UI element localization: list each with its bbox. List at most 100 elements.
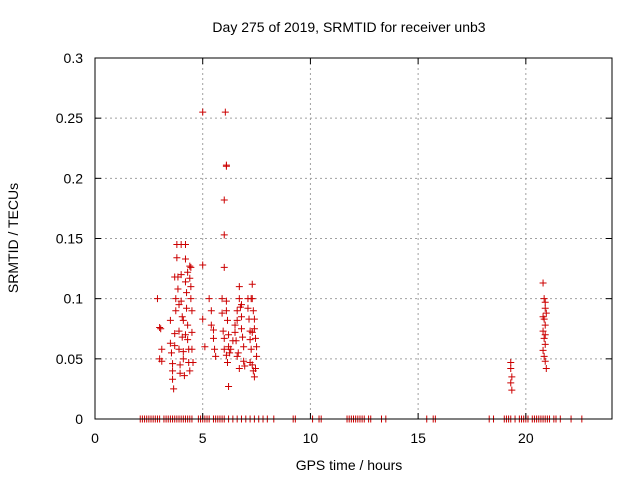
- data-point: [246, 336, 254, 344]
- data-point: [181, 255, 189, 263]
- x-tick-label: 5: [199, 430, 207, 446]
- data-point: [171, 273, 179, 281]
- data-point: [233, 307, 241, 315]
- data-point: [542, 309, 550, 317]
- data-point: [171, 330, 179, 338]
- data-point: [170, 385, 178, 393]
- data-point: [250, 325, 258, 333]
- data-point: [232, 337, 240, 345]
- data-point: [153, 295, 161, 303]
- data-point: [508, 386, 516, 394]
- data-point: [541, 357, 549, 365]
- data-point: [248, 280, 256, 288]
- data-point: [187, 295, 195, 303]
- data-point: [158, 345, 166, 353]
- data-point: [179, 348, 187, 356]
- data-point: [249, 307, 257, 315]
- data-point: [174, 285, 182, 293]
- data-point: [177, 297, 185, 305]
- data-point: [175, 301, 183, 309]
- data-point: [541, 298, 549, 306]
- data-point: [167, 349, 175, 357]
- data-point: [542, 364, 550, 372]
- data-point: [222, 307, 230, 315]
- data-point: [218, 309, 226, 317]
- data-point: [540, 334, 548, 342]
- data-point: [223, 316, 231, 324]
- data-point: [178, 313, 186, 321]
- data-point: [186, 274, 194, 282]
- data-point: [172, 307, 180, 315]
- data-point: [507, 358, 515, 366]
- x-tick-label: 0: [91, 430, 99, 446]
- data-point: [181, 331, 189, 339]
- data-point: [179, 316, 187, 324]
- data-point: [240, 357, 248, 365]
- data-point: [234, 349, 242, 357]
- data-point: [184, 268, 192, 276]
- data-point: [158, 357, 166, 365]
- data-point: [541, 321, 549, 329]
- data-point: [169, 375, 177, 383]
- data-point: [220, 231, 228, 239]
- data-point: [179, 355, 187, 363]
- data-point: [187, 263, 195, 271]
- data-point: [199, 315, 207, 323]
- data-point: [184, 321, 192, 329]
- data-point: [186, 262, 194, 270]
- data-point: [508, 373, 516, 381]
- x-tick-label: 15: [410, 430, 426, 446]
- data-point: [235, 364, 243, 372]
- data-point: [201, 343, 209, 351]
- data-point: [212, 352, 220, 360]
- data-point: [166, 316, 174, 324]
- data-point: [175, 345, 183, 353]
- data-point: [157, 325, 165, 333]
- data-point: [180, 372, 188, 380]
- data-point: [184, 336, 192, 344]
- data-point: [176, 361, 184, 369]
- data-point: [172, 295, 180, 303]
- data-point: [248, 328, 256, 336]
- data-point: [186, 367, 194, 375]
- data-point: [539, 346, 547, 354]
- data-point: [235, 283, 243, 291]
- data-point: [539, 279, 547, 287]
- data-point: [247, 345, 255, 353]
- data-point: [239, 333, 247, 341]
- data-point: [233, 352, 241, 360]
- chart-title: Day 275 of 2019, SRMTID for receiver unb…: [212, 19, 485, 35]
- data-point: [246, 358, 254, 366]
- data-point: [221, 108, 229, 116]
- data-point: [188, 345, 196, 353]
- data-point: [235, 295, 243, 303]
- data-point: [540, 295, 548, 303]
- data-point: [209, 334, 217, 342]
- data-point: [207, 307, 215, 315]
- data-point: [231, 321, 239, 329]
- data-point: [171, 342, 179, 350]
- data-point: [507, 364, 515, 372]
- data-point: [220, 196, 228, 204]
- data-point: [251, 334, 259, 342]
- y-axis-label: SRMTID / TECUs: [5, 183, 21, 293]
- data-point: [199, 108, 207, 116]
- data-point: [173, 254, 181, 262]
- data-point: [539, 327, 547, 335]
- y-tick-label: 0: [75, 411, 83, 427]
- y-tick-label: 0.15: [56, 231, 83, 247]
- data-point: [187, 283, 195, 291]
- data-point: [233, 316, 241, 324]
- data-point: [175, 327, 183, 335]
- data-point: [209, 326, 217, 334]
- data-point: [199, 261, 207, 269]
- data-point: [220, 334, 228, 342]
- data-point: [539, 313, 547, 321]
- data-points: [136, 108, 586, 423]
- data-point: [219, 327, 227, 335]
- y-tick-label: 0.2: [64, 170, 84, 186]
- x-axis-label: GPS time / hours: [296, 457, 403, 473]
- data-point: [541, 340, 549, 348]
- data-point: [240, 343, 248, 351]
